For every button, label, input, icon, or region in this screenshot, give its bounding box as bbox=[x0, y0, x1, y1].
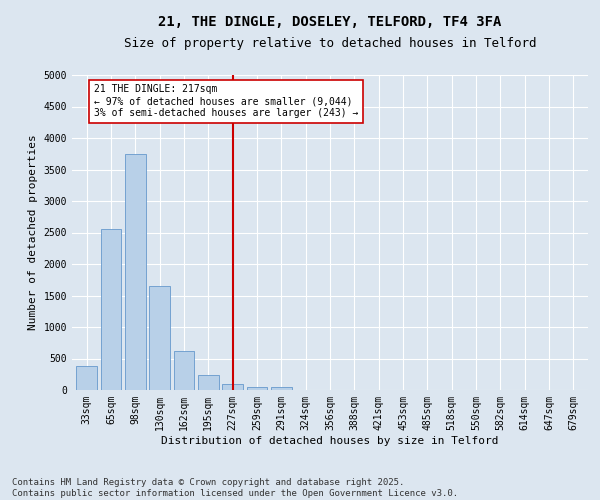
Bar bbox=[125, 154, 146, 390]
Bar bbox=[247, 386, 268, 390]
Bar bbox=[149, 286, 170, 390]
Bar bbox=[76, 366, 97, 390]
X-axis label: Distribution of detached houses by size in Telford: Distribution of detached houses by size … bbox=[161, 436, 499, 446]
Text: 21, THE DINGLE, DOSELEY, TELFORD, TF4 3FA: 21, THE DINGLE, DOSELEY, TELFORD, TF4 3F… bbox=[158, 15, 502, 29]
Text: Contains HM Land Registry data © Crown copyright and database right 2025.
Contai: Contains HM Land Registry data © Crown c… bbox=[12, 478, 458, 498]
Bar bbox=[198, 375, 218, 390]
Bar bbox=[173, 351, 194, 390]
Bar bbox=[222, 384, 243, 390]
Bar bbox=[101, 230, 121, 390]
Text: Size of property relative to detached houses in Telford: Size of property relative to detached ho… bbox=[124, 38, 536, 51]
Text: 21 THE DINGLE: 217sqm
← 97% of detached houses are smaller (9,044)
3% of semi-de: 21 THE DINGLE: 217sqm ← 97% of detached … bbox=[94, 84, 358, 117]
Bar bbox=[271, 388, 292, 390]
Y-axis label: Number of detached properties: Number of detached properties bbox=[28, 134, 38, 330]
